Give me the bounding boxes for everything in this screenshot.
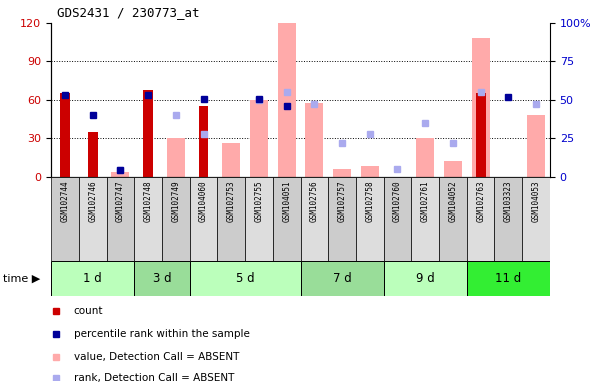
Text: count: count: [73, 306, 103, 316]
Bar: [305, 103, 323, 177]
Bar: [190, 177, 218, 261]
Text: 3 d: 3 d: [153, 272, 171, 285]
Bar: [190, 261, 300, 296]
Bar: [134, 261, 190, 296]
Bar: [88, 132, 97, 177]
Bar: [467, 261, 550, 296]
Bar: [143, 89, 153, 177]
Text: 7 d: 7 d: [333, 272, 352, 285]
Bar: [273, 177, 300, 261]
Text: value, Detection Call = ABSENT: value, Detection Call = ABSENT: [73, 351, 239, 361]
Bar: [444, 161, 462, 177]
Text: GSM104051: GSM104051: [282, 181, 291, 222]
Bar: [356, 177, 383, 261]
Text: time ▶: time ▶: [3, 273, 40, 283]
Text: GDS2431 / 230773_at: GDS2431 / 230773_at: [57, 6, 200, 19]
Bar: [475, 93, 486, 177]
Bar: [167, 138, 185, 177]
Text: GSM102748: GSM102748: [144, 181, 153, 222]
Bar: [495, 177, 522, 261]
Bar: [333, 169, 351, 177]
Bar: [51, 261, 134, 296]
Bar: [383, 177, 411, 261]
Bar: [527, 115, 545, 177]
Bar: [411, 177, 439, 261]
Bar: [60, 93, 70, 177]
Bar: [467, 177, 495, 261]
Bar: [218, 177, 245, 261]
Text: GSM104053: GSM104053: [531, 181, 540, 222]
Bar: [51, 177, 79, 261]
Bar: [134, 177, 162, 261]
Bar: [106, 177, 134, 261]
Text: GSM103323: GSM103323: [504, 181, 513, 222]
Bar: [361, 166, 379, 177]
Text: GSM102744: GSM102744: [61, 181, 70, 222]
Text: 11 d: 11 d: [495, 272, 522, 285]
Text: GSM102753: GSM102753: [227, 181, 236, 222]
Text: GSM102756: GSM102756: [310, 181, 319, 222]
Bar: [300, 177, 328, 261]
Bar: [278, 23, 296, 177]
Bar: [79, 177, 106, 261]
Text: GSM102755: GSM102755: [254, 181, 263, 222]
Text: percentile rank within the sample: percentile rank within the sample: [73, 329, 249, 339]
Bar: [383, 261, 467, 296]
Text: 1 d: 1 d: [84, 272, 102, 285]
Bar: [439, 177, 467, 261]
Text: GSM102758: GSM102758: [365, 181, 374, 222]
Text: GSM102761: GSM102761: [421, 181, 430, 222]
Bar: [328, 177, 356, 261]
Bar: [245, 177, 273, 261]
Bar: [522, 177, 550, 261]
Bar: [198, 106, 209, 177]
Bar: [250, 100, 268, 177]
Bar: [162, 177, 190, 261]
Bar: [111, 172, 129, 177]
Bar: [472, 38, 490, 177]
Text: GSM104060: GSM104060: [199, 181, 208, 222]
Bar: [222, 143, 240, 177]
Text: 5 d: 5 d: [236, 272, 254, 285]
Text: GSM102757: GSM102757: [338, 181, 347, 222]
Bar: [300, 261, 383, 296]
Text: 9 d: 9 d: [416, 272, 435, 285]
Text: GSM102746: GSM102746: [88, 181, 97, 222]
Text: GSM102763: GSM102763: [476, 181, 485, 222]
Text: rank, Detection Call = ABSENT: rank, Detection Call = ABSENT: [73, 374, 234, 384]
Text: GSM104052: GSM104052: [448, 181, 457, 222]
Text: GSM102749: GSM102749: [171, 181, 180, 222]
Text: GSM102760: GSM102760: [393, 181, 402, 222]
Text: GSM102747: GSM102747: [116, 181, 125, 222]
Bar: [416, 138, 434, 177]
